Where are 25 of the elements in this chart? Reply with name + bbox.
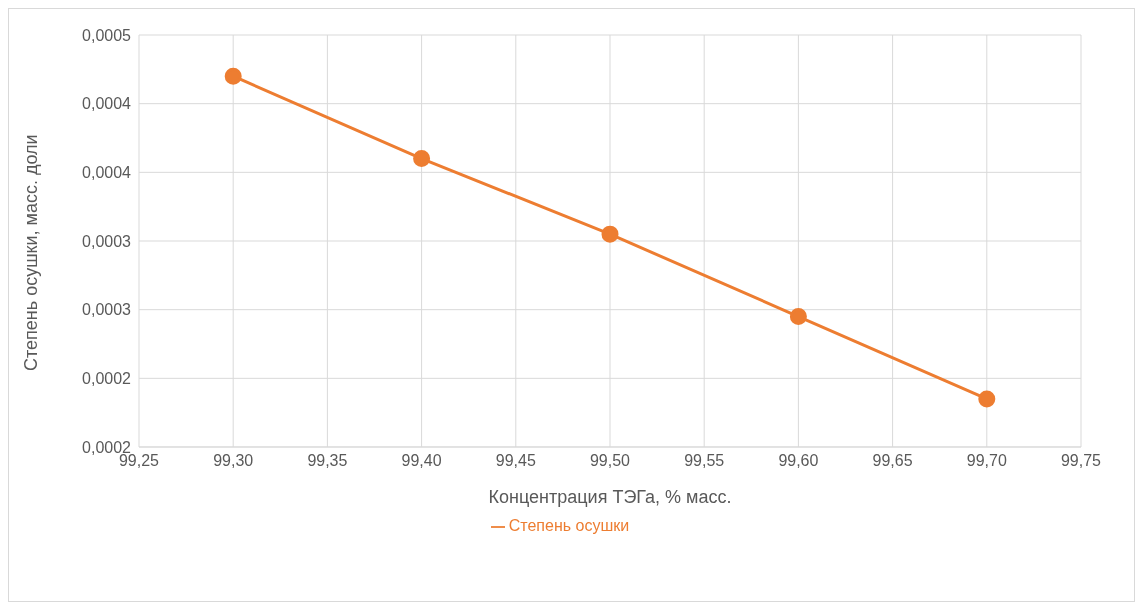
x-tick-label: 99,70 [966, 452, 1007, 470]
point [789, 308, 807, 326]
y-tick-label: 0,0005 [82, 26, 132, 44]
y-tick-label: 0,0004 [82, 95, 132, 113]
point [978, 390, 996, 408]
y-tick-label: 0,0003 [82, 232, 132, 250]
point [601, 225, 619, 243]
y-tick-label: 0,0004 [82, 164, 132, 182]
x-tick-label: 99,30 [213, 452, 254, 470]
x-tick-label: 99,50 [589, 452, 631, 470]
y-tick-label: 0,0002 [82, 370, 132, 388]
x-axis-title: Концентрация ТЭГа, % масс. [488, 487, 732, 507]
y-tick-label: 0,0003 [82, 301, 132, 319]
point [224, 67, 242, 85]
y-axis-title: Степень осушки, масс. доли [21, 134, 42, 371]
x-tick-label: 99,55 [684, 452, 725, 470]
x-tick-label: 99,75 [1060, 452, 1102, 470]
point [413, 150, 431, 168]
x-tick-label: 99,60 [778, 452, 819, 470]
x-tick-label: 99,40 [401, 452, 442, 470]
legend-label: Степень осушки [508, 517, 630, 534]
x-tick-label: 99,35 [307, 452, 348, 470]
x-tick-label: 99,65 [872, 452, 913, 470]
x-tick-label: 99,45 [495, 452, 536, 470]
x-tick-label: 99,25 [118, 452, 160, 470]
